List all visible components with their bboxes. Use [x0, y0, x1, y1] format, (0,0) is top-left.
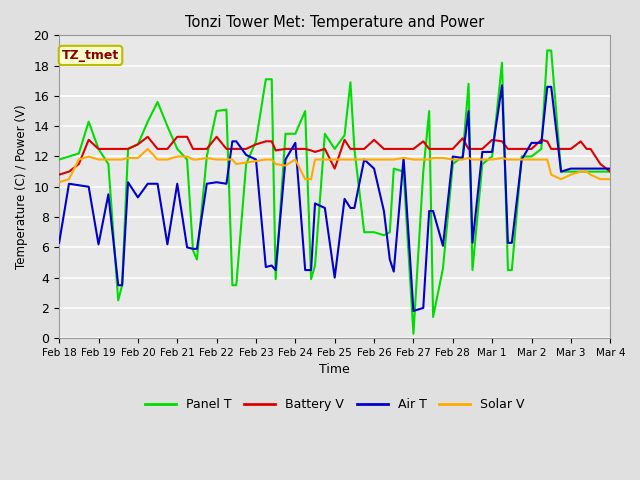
Battery V — [55, 172, 63, 178]
Solar V — [183, 154, 191, 159]
Air T — [596, 166, 604, 171]
Air T — [173, 181, 181, 187]
Battery V — [262, 138, 269, 144]
Solar V — [252, 158, 260, 164]
Air T — [488, 149, 496, 155]
Text: TZ_tmet: TZ_tmet — [62, 49, 119, 62]
Line: Air T: Air T — [59, 85, 611, 311]
Y-axis label: Temperature (C) / Power (V): Temperature (C) / Power (V) — [15, 105, 28, 269]
Solar V — [144, 146, 152, 152]
Panel T — [104, 161, 112, 167]
Panel T — [55, 156, 63, 162]
Solar V — [55, 180, 63, 185]
Panel T — [154, 99, 161, 105]
Panel T — [488, 154, 496, 159]
Battery V — [183, 134, 191, 140]
Solar V — [262, 156, 269, 162]
Air T — [498, 83, 506, 88]
Panel T — [543, 48, 551, 53]
Line: Battery V: Battery V — [59, 137, 611, 175]
Air T — [410, 308, 417, 314]
Air T — [55, 240, 63, 246]
Panel T — [380, 232, 388, 238]
Air T — [607, 166, 614, 171]
Battery V — [386, 146, 394, 152]
Line: Panel T: Panel T — [59, 50, 611, 334]
Solar V — [104, 156, 112, 162]
Panel T — [410, 331, 417, 336]
Solar V — [596, 176, 604, 182]
Air T — [380, 208, 388, 214]
Solar V — [386, 156, 394, 162]
Panel T — [173, 146, 181, 152]
Air T — [104, 192, 112, 197]
Battery V — [607, 169, 614, 175]
Battery V — [252, 142, 260, 147]
Panel T — [607, 169, 614, 175]
X-axis label: Time: Time — [319, 363, 350, 376]
Title: Tonzi Tower Met: Temperature and Power: Tonzi Tower Met: Temperature and Power — [185, 15, 484, 30]
Solar V — [607, 176, 614, 182]
Battery V — [104, 146, 112, 152]
Air T — [154, 181, 161, 187]
Battery V — [596, 161, 604, 167]
Battery V — [144, 134, 152, 140]
Legend: Panel T, Battery V, Air T, Solar V: Panel T, Battery V, Air T, Solar V — [140, 393, 530, 416]
Line: Solar V: Solar V — [59, 149, 611, 182]
Panel T — [596, 169, 604, 175]
